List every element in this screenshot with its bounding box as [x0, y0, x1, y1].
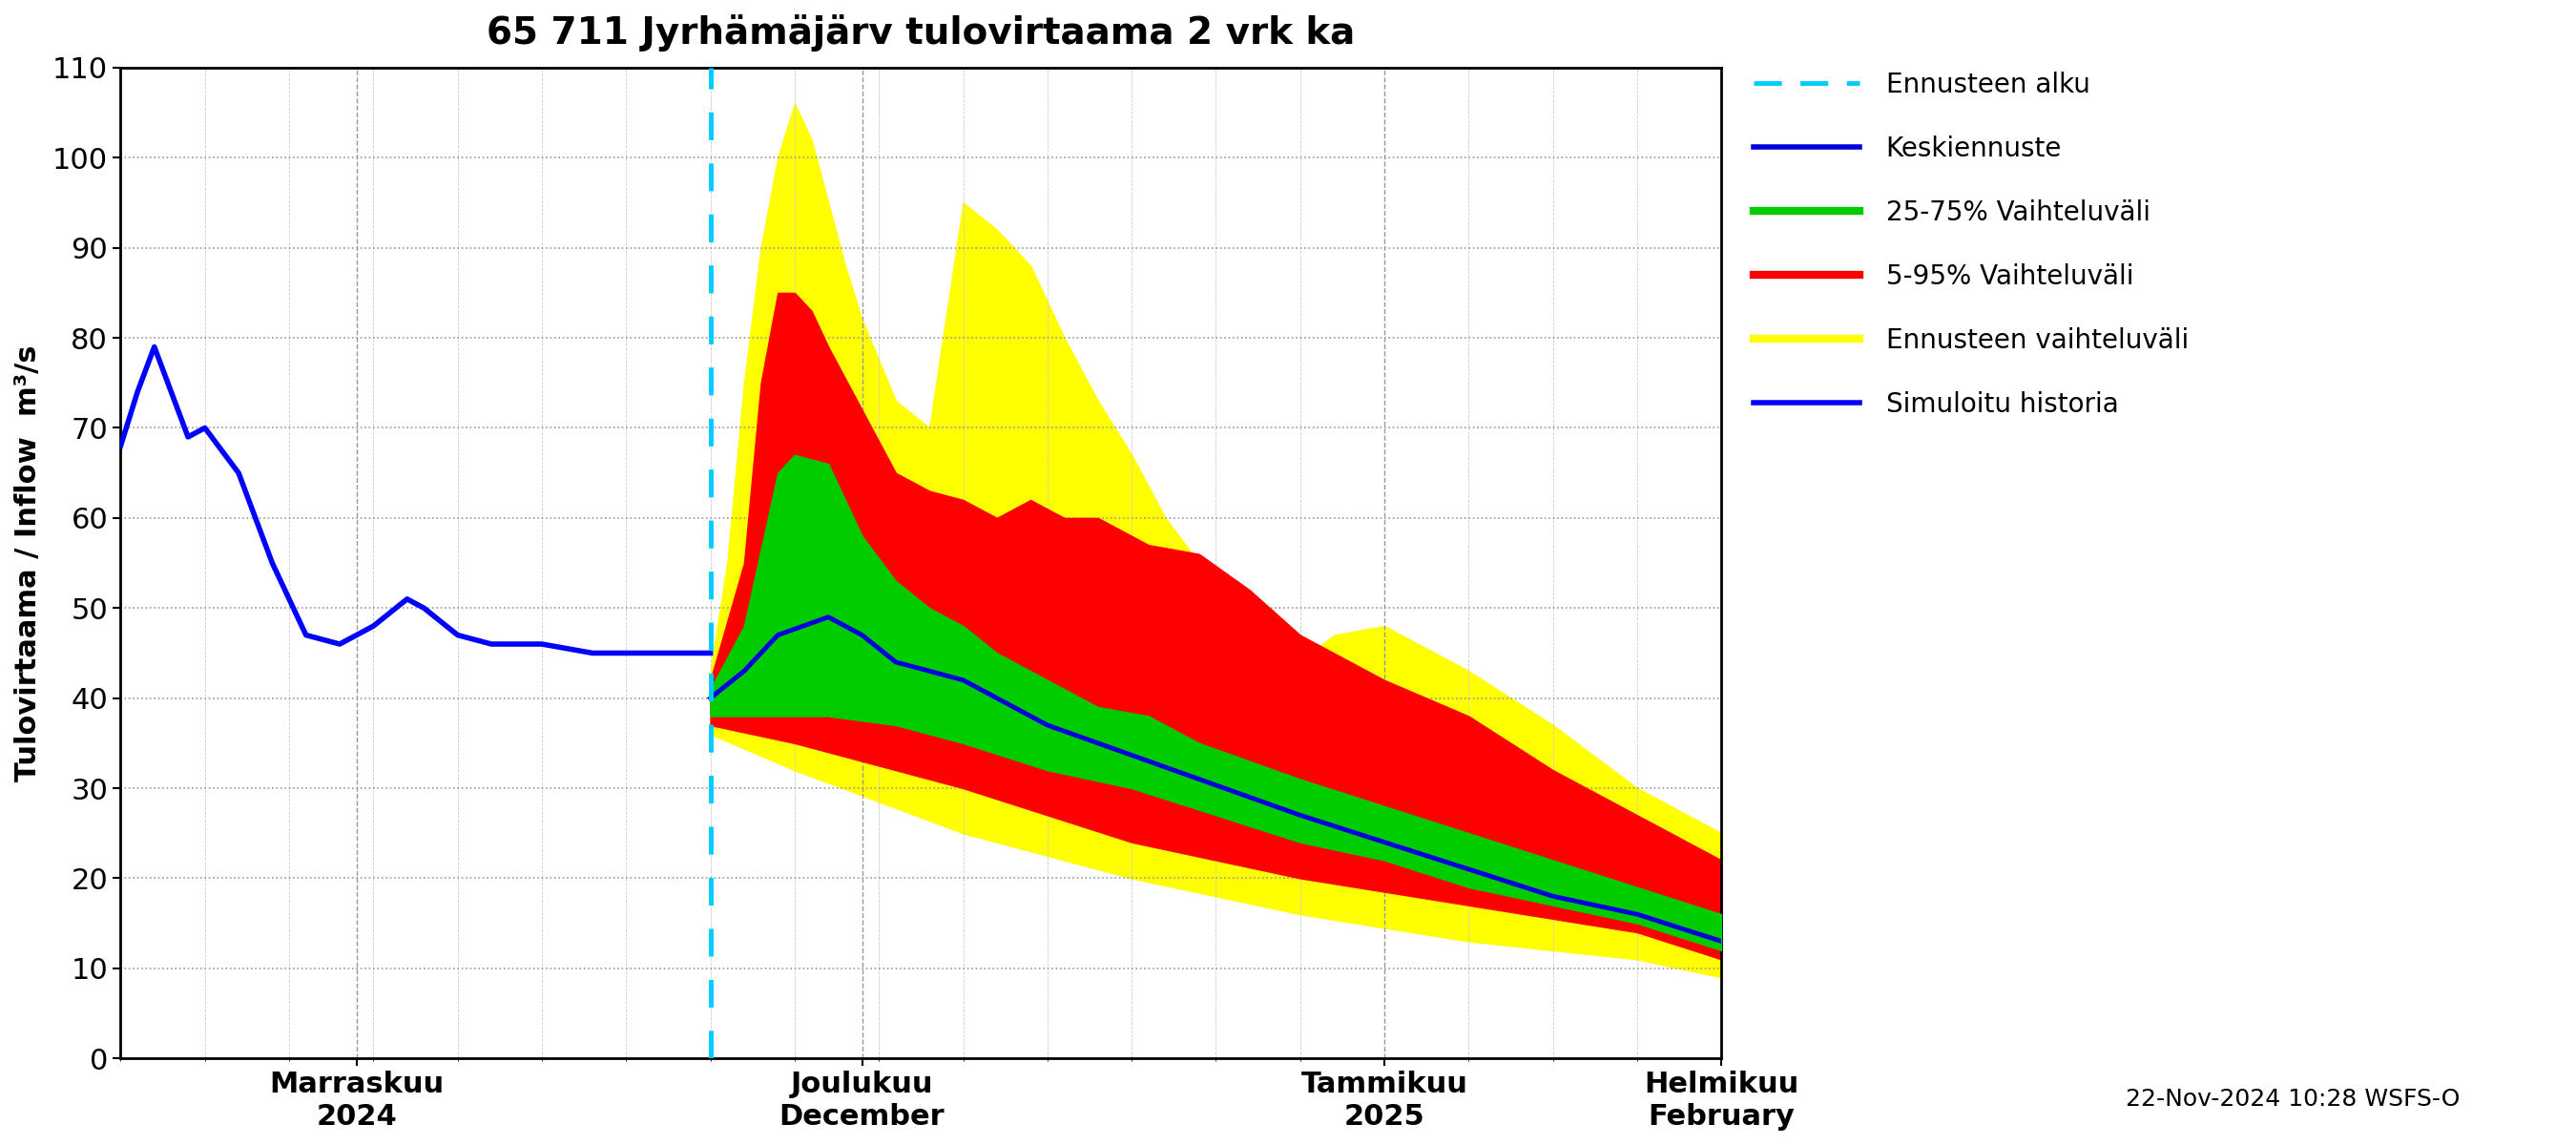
- Y-axis label: Tulovirtaama / Inflow  m³/s: Tulovirtaama / Inflow m³/s: [15, 345, 41, 781]
- Title: 65 711 Jyrhämäjärv tulovirtaama 2 vrk ka: 65 711 Jyrhämäjärv tulovirtaama 2 vrk ka: [487, 14, 1355, 52]
- Legend: Ennusteen alku, Keskiennuste, 25-75% Vaihteluväli, 5-95% Vaihteluväli, Ennusteen: Ennusteen alku, Keskiennuste, 25-75% Vai…: [1744, 61, 2200, 428]
- Text: 22-Nov-2024 10:28 WSFS-O: 22-Nov-2024 10:28 WSFS-O: [2125, 1088, 2460, 1111]
